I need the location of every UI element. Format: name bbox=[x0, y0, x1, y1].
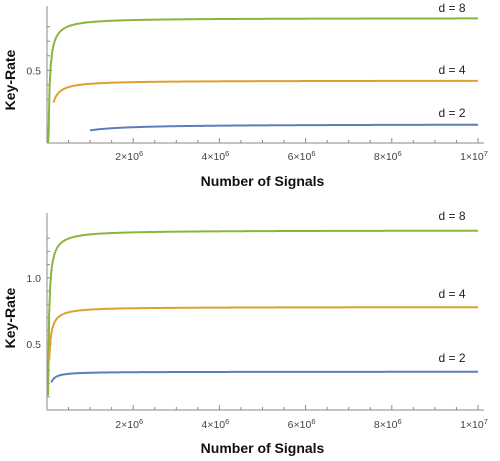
series-line-d8 bbox=[47, 17, 478, 143]
y-axis-title: Key-Rate bbox=[2, 287, 18, 348]
x-tick-label: 4×106 bbox=[201, 149, 229, 163]
series-line-d8 bbox=[47, 229, 478, 396]
x-tick-label: 8×106 bbox=[374, 417, 402, 431]
y-tick-label: 0.5 bbox=[26, 65, 41, 77]
x-tick-label: 1×107 bbox=[460, 417, 488, 431]
x-tick-label: 8×106 bbox=[374, 149, 402, 163]
series-label: d = 4 bbox=[438, 63, 465, 77]
series-line-d4 bbox=[52, 79, 478, 103]
y-tick-label: 0.5 bbox=[26, 339, 41, 351]
series-label: d = 4 bbox=[438, 287, 465, 301]
series-label: d = 2 bbox=[438, 106, 465, 120]
series-label: d = 2 bbox=[438, 351, 465, 365]
x-axis-title: Number of Signals bbox=[201, 173, 325, 189]
series-label: d = 8 bbox=[438, 1, 465, 15]
series-line-d4 bbox=[48, 306, 478, 361]
x-tick-label: 1×107 bbox=[460, 149, 488, 163]
x-tick-label: 2×106 bbox=[115, 149, 143, 163]
series-label: d = 8 bbox=[438, 209, 465, 223]
x-tick-label: 4×106 bbox=[201, 417, 229, 431]
chart-panel-1: 2×106 4×106 6×106 8×106 1×107 0.5 Number of Si… bbox=[2, 1, 488, 189]
x-axis-title: Number of Signals bbox=[201, 440, 325, 456]
x-tick-label: 6×106 bbox=[288, 417, 316, 431]
y-axis-title: Key-Rate bbox=[2, 49, 18, 110]
x-tick-label: 2×106 bbox=[115, 417, 143, 431]
series-line-d2 bbox=[89, 123, 478, 132]
x-tick-label: 6×106 bbox=[288, 149, 316, 163]
chart-panel-2: 2×106 4×106 6×106 8×106 1×107 0.5 1.0 Number of… bbox=[2, 209, 488, 456]
y-tick-label: 1.0 bbox=[26, 273, 41, 285]
series-line-d2 bbox=[50, 370, 478, 383]
